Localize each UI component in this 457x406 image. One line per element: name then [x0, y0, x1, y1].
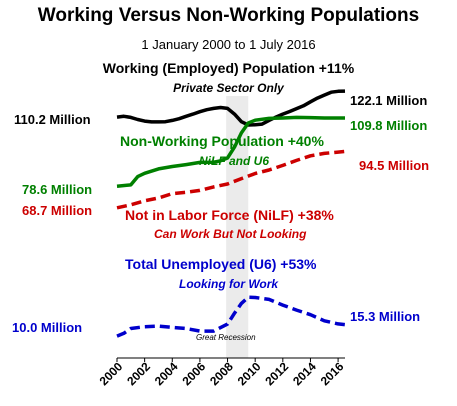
series-working-note: Private Sector Only: [173, 81, 284, 95]
series-nilf-end-label: 94.5 Million: [359, 158, 430, 173]
x-tick-label: 2010: [235, 359, 264, 388]
x-tick-label: 2004: [152, 359, 181, 388]
series-u6-end-label: 15.3 Million: [350, 309, 421, 324]
series-u6-name: Total Unemployed (U6) +53%: [125, 256, 317, 272]
x-tick-label: 2002: [124, 359, 153, 388]
series-line-working: [116, 89, 346, 127]
x-tick-label: 2008: [207, 359, 236, 388]
series-nonworking-start-label: 78.6 Million: [22, 182, 93, 197]
x-tick-label: 2014: [290, 359, 319, 388]
series-working-start-label: 110.2 Million: [14, 112, 91, 127]
series-working-name: Working (Employed) Population +11%: [102, 60, 355, 76]
chart-subtitle: 1 January 2000 to 1 July 2016: [141, 37, 316, 52]
x-tick-label: 2016: [318, 359, 347, 388]
series-u6-note: Looking for Work: [179, 277, 279, 291]
series-lines: [116, 89, 346, 338]
chart-title: Working Versus Non-Working Populations: [37, 5, 420, 26]
series-line-u6: [116, 295, 346, 338]
x-tick-label: 2012: [262, 359, 291, 388]
series-line-nonworking: [116, 115, 345, 188]
series-nonworking-note: NiLF and U6: [199, 154, 270, 168]
series-nonworking-name: Non-Working Population +40%: [120, 133, 324, 149]
series-nilf-name: Not in Labor Force (NiLF) +38%: [125, 207, 334, 223]
series-nilf-note: Can Work But Not Looking: [154, 227, 307, 241]
series-nonworking-end-label: 109.8 Million: [350, 118, 428, 133]
series-u6-start-label: 10.0 Million: [12, 320, 83, 335]
x-tick-label: 2006: [179, 359, 208, 388]
recession-label: Great Recession: [196, 333, 256, 342]
series-working-end-label: 122.1 Million: [350, 93, 428, 108]
recession-band: [226, 96, 249, 358]
series-nilf-start-label: 68.7 Million: [22, 203, 93, 218]
x-tick-label: 2000: [97, 359, 126, 388]
series-line-nilf: [116, 149, 346, 210]
